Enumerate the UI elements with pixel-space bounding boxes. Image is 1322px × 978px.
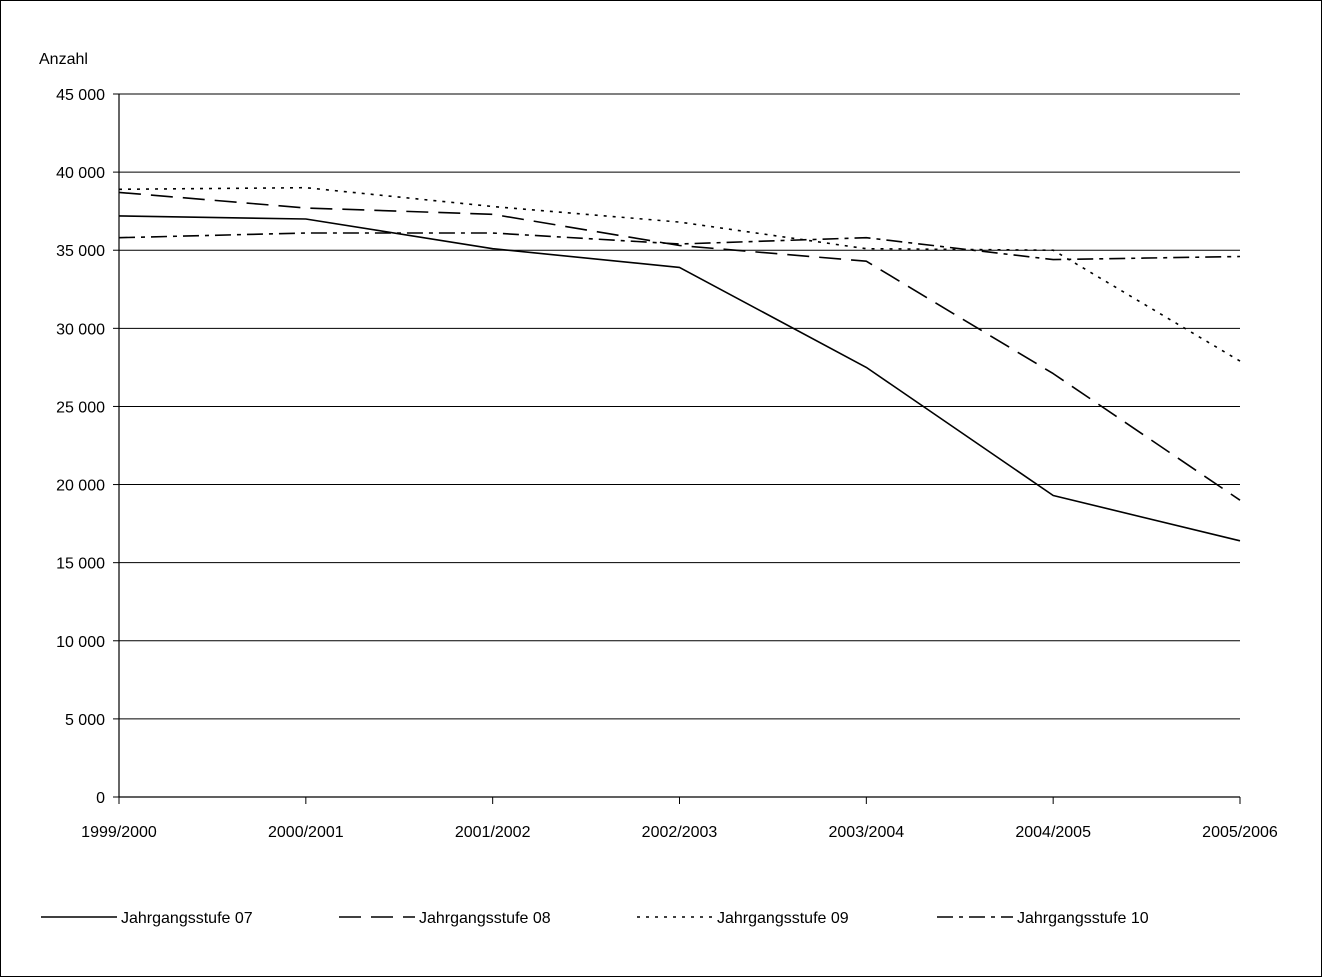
- y-tick-labels: 0 5 000 10 000 15 000 20 000 25 000 30 000 35 0…: [56, 87, 119, 807]
- y-tick-label: 40 000: [56, 165, 105, 182]
- x-tick-label: 2004/2005: [1015, 824, 1091, 841]
- series-line-1: [118, 215, 1241, 542]
- y-tick-label: 20 000: [56, 478, 105, 495]
- series-line-2: [118, 191, 1241, 501]
- y-tick-label: 25 000: [56, 399, 105, 416]
- y-axis-label: Anzahl: [39, 51, 88, 68]
- x-tick-label: 2002/2003: [642, 824, 718, 841]
- y-tick-label: 30 000: [56, 321, 105, 338]
- x-tick-label: 2005/2006: [1202, 824, 1278, 841]
- x-tick-label: 2001/2002: [455, 824, 531, 841]
- legend-label: Jahrgangsstufe 07: [121, 910, 253, 927]
- y-tick-label: 5 000: [65, 712, 105, 729]
- y-tick-label: 35 000: [56, 243, 105, 260]
- series-line-4: [118, 232, 1241, 261]
- y-tick-label: 0: [96, 790, 105, 807]
- legend: Jahrgangsstufe 07 Jahrgangsstufe 08 Jahrga…: [41, 910, 1149, 927]
- y-tick-label: 15 000: [56, 556, 105, 573]
- x-tick-labels: 1999/2000 2000/2001 2001/2002 2002/2003 2003…: [81, 797, 1278, 841]
- y-tick-label: 45 000: [56, 87, 105, 104]
- series-lines: [118, 186, 1241, 542]
- legend-label: Jahrgangsstufe 10: [1017, 910, 1149, 927]
- legend-label: Jahrgangsstufe 09: [717, 910, 849, 927]
- series-line-3: [118, 186, 1241, 362]
- x-tick-label: 2000/2001: [268, 824, 344, 841]
- legend-label: Jahrgangsstufe 08: [419, 910, 551, 927]
- gridlines: [119, 93, 1240, 720]
- x-tick-label: 1999/2000: [81, 824, 157, 841]
- y-tick-label: 10 000: [56, 634, 105, 651]
- x-tick-label: 2003/2004: [829, 824, 905, 841]
- axes: [118, 94, 1240, 798]
